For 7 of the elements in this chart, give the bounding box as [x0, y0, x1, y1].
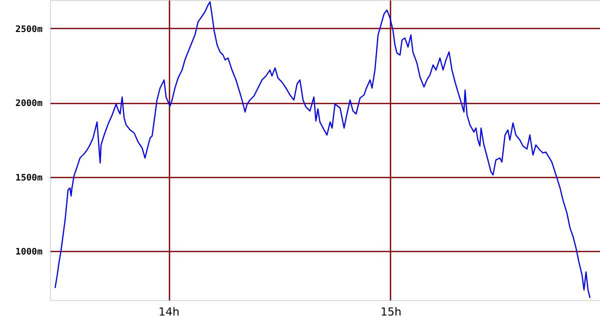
x-tick-label: 15h	[380, 306, 402, 318]
y-tick-label: 1000m	[15, 248, 44, 258]
line-series	[54, 1, 591, 299]
y-tick-label: 1500m	[15, 173, 44, 184]
y-tick-label: 2500m	[15, 24, 44, 35]
y-tick-label: 2000m	[15, 99, 44, 110]
x-tick-label: 14h	[158, 306, 180, 318]
